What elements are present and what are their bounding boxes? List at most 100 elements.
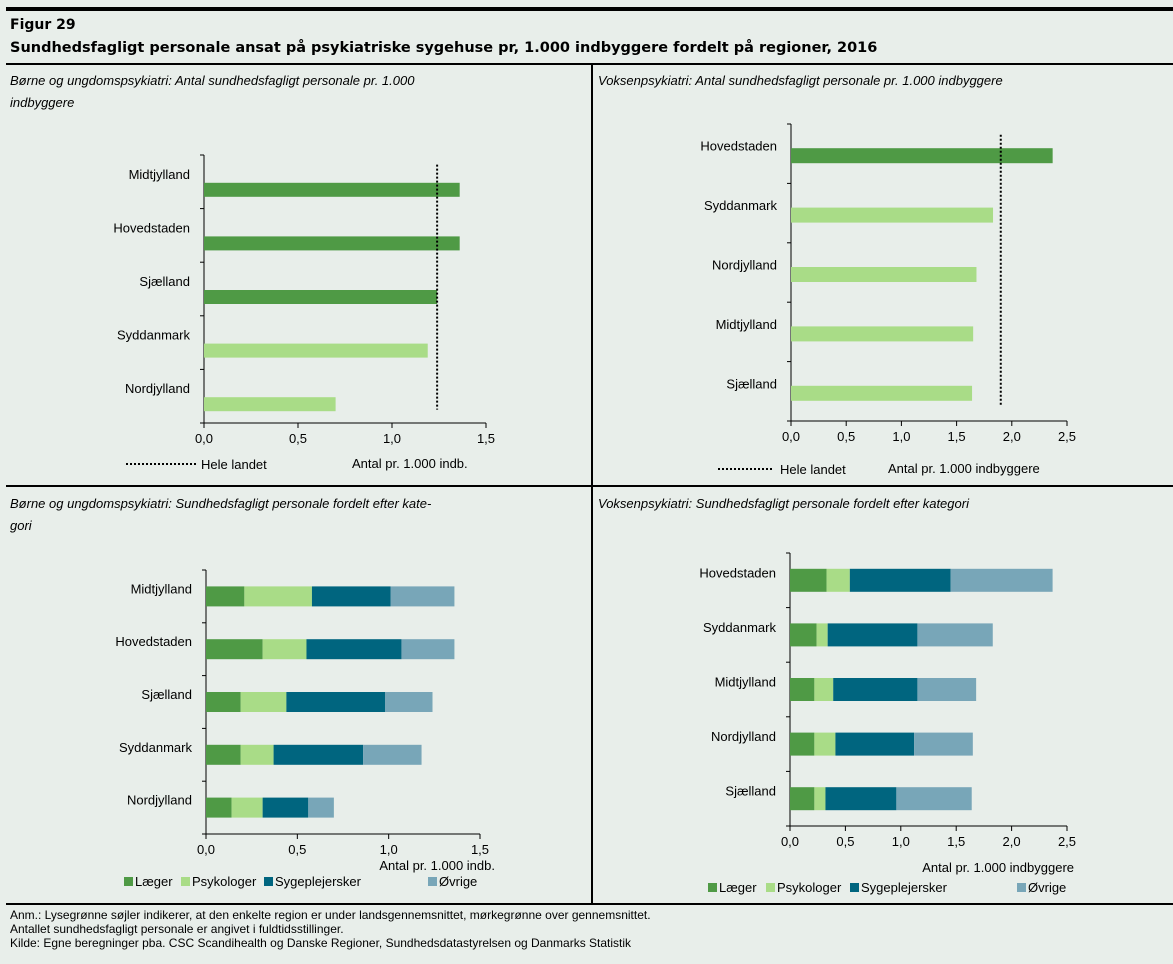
x-tick-label: 2,5 [1058,429,1076,444]
category-label: Nordjylland [127,793,192,808]
bar-segment-sygeplejersker [849,568,951,592]
panel-title-line: indbyggere [10,95,75,110]
bar [204,290,438,304]
bar-segment-sygeplejersker [286,692,386,712]
legend-label: Læger [719,880,757,895]
bar-segment-læger [206,692,241,712]
bar-segment-sygeplejersker [311,586,391,607]
x-tick-label: 0,5 [288,842,306,857]
legend-swatch [428,877,437,886]
bar-segment-sygeplejersker [833,678,918,701]
legend-label: Psykologer [192,874,257,889]
bar-segment-psykologer [240,744,274,765]
x-axis-title: Antal pr. 1.000 indbyggere [922,860,1074,875]
legend-swatch [124,877,133,886]
panel-title-line: gori [10,518,32,533]
bar-segment-psykologer [814,678,834,701]
x-tick-label: 2,0 [1003,834,1021,849]
legend-label: Hele landet [201,457,267,472]
category-label: Sjælland [725,784,776,799]
figure-title: Sundhedsfagligt personale ansat på psyki… [10,40,878,56]
note-line: Kilde: Egne beregninger pba. CSC Scandih… [10,936,632,950]
bar-segment-øvrige [401,639,455,660]
category-label: Hovedstaden [113,220,190,235]
notes: Anm.: Lysegrønne søjler indikerer, at de… [10,908,651,950]
panel-divider-horizontal [6,485,1173,487]
bar [204,182,460,197]
panel-title-line: Børne og ungdomspsykiatri: Antal sundhed… [10,73,415,88]
legend-swatch [181,877,190,886]
panel-title-line: Børne og ungdomspsykiatri: Sundhedsfagli… [10,496,432,511]
category-label: Midtjylland [131,581,192,596]
legend-label: Læger [135,874,173,889]
bar-segment-sygeplejersker [835,732,915,756]
category-label: Syddanmark [117,328,190,343]
bar-segment-sygeplejersker [827,623,918,647]
legend-label: Psykologer [777,880,842,895]
x-axis-title: Antal pr. 1.000 indbyggere [888,461,1040,476]
x-tick-label: 1,0 [380,842,398,857]
bar-segment-læger [206,744,241,765]
x-tick-label: 1,5 [947,834,965,849]
title-rule [6,63,1173,65]
legend-swatch [766,883,775,892]
bar-segment-læger [790,623,817,647]
bar-segment-øvrige [308,797,334,818]
panel-title-child-total: Børne og ungdomspsykiatri: Antal sundhed… [10,70,414,114]
x-tick-label: 0,0 [195,431,213,446]
category-label: Nordjylland [712,258,777,273]
bar [204,236,460,251]
bar-segment-øvrige [363,744,422,765]
note-line: Antallet sundhedsfagligt personale er an… [10,922,344,936]
x-tick-label: 1,5 [948,429,966,444]
category-label: Nordjylland [711,729,776,744]
x-tick-label: 2,5 [1058,834,1076,849]
category-label: Sjælland [141,687,192,702]
panel-title-adult-category: Voksenpsykiatri: Sundhedsfagligt persona… [598,493,969,515]
figure-label: Figur 29 [10,17,76,33]
category-label: Syddanmark [119,740,192,755]
x-axis-title: Antal pr. 1.000 indb. [352,456,468,471]
category-label: Hovedstaden [115,634,192,649]
x-tick-label: 1,0 [892,834,910,849]
bar [791,148,1053,164]
panel-title-line: Voksenpsykiatri: Antal sundhedsfagligt p… [598,73,1003,88]
legend-swatch [708,883,717,892]
x-tick-label: 1,5 [471,842,489,857]
category-label: Hovedstaden [700,139,777,154]
bar-segment-øvrige [390,586,455,607]
legend-swatch [264,877,273,886]
x-tick-label: 0,0 [781,834,799,849]
bar-segment-psykologer [244,586,312,607]
category-label: Midtjylland [715,675,776,690]
legend-label: Øvrige [439,874,477,889]
bar [791,385,973,401]
category-label: Hovedstaden [699,565,776,580]
bar-segment-læger [790,732,815,756]
bar-segment-sygeplejersker [262,797,309,818]
bar-segment-læger [206,639,263,660]
x-tick-label: 1,0 [383,431,401,446]
bar [791,207,994,223]
category-label: Sjælland [726,376,777,391]
bar-segment-øvrige [917,678,977,701]
note-line: Anm.: Lysegrønne søjler indikerer, at de… [10,908,651,922]
x-tick-label: 1,5 [477,431,495,446]
legend-label: Sygeplejersker [275,874,362,889]
panel-title-line: Voksenpsykiatri: Sundhedsfagligt persona… [598,496,969,511]
bar-segment-sygeplejersker [273,744,364,765]
bar-segment-læger [790,568,827,592]
bar-segment-læger [790,678,815,701]
bar-segment-øvrige [385,692,433,712]
bar-segment-psykologer [262,639,307,660]
bar-segment-psykologer [240,692,287,712]
notes-rule [6,903,1173,905]
category-label: Nordjylland [125,381,190,396]
bar-segment-sygeplejersker [306,639,402,660]
bar-segment-psykologer [814,732,836,756]
bar-segment-sygeplejersker [825,787,897,811]
category-label: Syddanmark [704,198,777,213]
legend-label: Hele landet [780,462,846,477]
x-tick-label: 2,0 [1003,429,1021,444]
